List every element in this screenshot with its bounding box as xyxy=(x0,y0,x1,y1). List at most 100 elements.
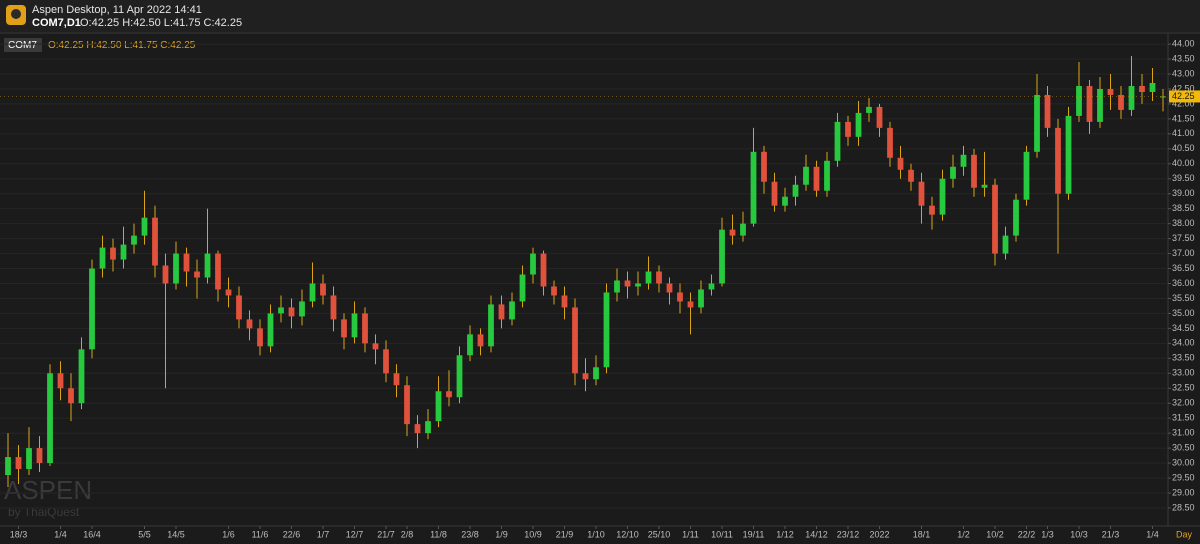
x-tick-label: 1/2 xyxy=(957,529,970,539)
candle-body xyxy=(761,151,767,182)
window-ohlc: O:42.25 H:42.50 L:41.75 C:42.25 xyxy=(80,17,242,29)
candle-body xyxy=(99,247,106,269)
candle-body xyxy=(803,166,809,185)
x-tick-label: 21/3 xyxy=(1102,529,1120,539)
candle-body xyxy=(488,304,494,347)
app-icon-mark xyxy=(11,9,21,19)
candle-body xyxy=(866,106,872,113)
x-tick-label: 18/1 xyxy=(913,529,931,539)
watermark-by: by ThaiQuest xyxy=(8,505,80,519)
candle-body xyxy=(477,334,484,347)
candle-body xyxy=(425,421,431,434)
candle-body xyxy=(141,217,148,236)
y-tick-label: 30.50 xyxy=(1172,442,1195,452)
candle-body xyxy=(1076,85,1082,116)
candle-body xyxy=(110,247,116,260)
candle-body xyxy=(26,448,32,470)
x-tick-label: 1/10 xyxy=(587,529,605,539)
y-tick-label: 36.50 xyxy=(1172,263,1195,273)
y-tick-label: 39.50 xyxy=(1172,173,1195,183)
y-tick-label: 43.00 xyxy=(1172,68,1195,78)
candle-body xyxy=(918,181,925,206)
candle-body xyxy=(1160,96,1166,98)
candle-body xyxy=(351,313,358,338)
y-tick-label: 44.00 xyxy=(1172,38,1195,48)
y-tick-label: 33.00 xyxy=(1172,368,1195,378)
candle-body xyxy=(908,169,914,182)
candle-body xyxy=(89,268,95,350)
candle-body xyxy=(309,283,316,302)
candle-body xyxy=(194,271,200,278)
candle-body xyxy=(897,157,904,170)
candle-body xyxy=(992,184,998,254)
ohlc-label: O:42.25 H:42.50 L:41.75 C:42.25 xyxy=(48,40,196,51)
candle-body xyxy=(729,229,736,236)
x-tick-label: 22/2 xyxy=(1018,529,1036,539)
candle-body xyxy=(572,307,578,374)
title-bar xyxy=(0,0,1200,32)
candle-body xyxy=(876,106,883,128)
x-tick-label: 22/6 xyxy=(283,529,301,539)
candle-body xyxy=(288,307,295,317)
x-tick-label: 1/12 xyxy=(776,529,794,539)
y-tick-label: 39.00 xyxy=(1172,188,1195,198)
candle-body xyxy=(1023,151,1030,200)
candle-body xyxy=(330,295,337,320)
candle-body xyxy=(120,244,127,260)
y-tick-label: 30.00 xyxy=(1172,457,1195,467)
candle-body xyxy=(593,367,599,380)
candle-body xyxy=(719,229,725,284)
x-tick-label: 1/11 xyxy=(682,529,699,539)
candle-body xyxy=(1086,85,1093,122)
y-tick-label: 38.50 xyxy=(1172,203,1195,213)
y-tick-label: 40.00 xyxy=(1172,158,1195,168)
candle-body xyxy=(236,295,242,320)
candle-body xyxy=(204,253,211,278)
candle-body xyxy=(771,181,778,206)
y-tick-label: 33.50 xyxy=(1172,353,1195,363)
x-tick-label: 14/5 xyxy=(167,529,185,539)
candle-body xyxy=(509,301,515,320)
candle-body xyxy=(950,166,956,179)
candle-body xyxy=(656,271,662,284)
x-tick-label: 14/12 xyxy=(805,529,828,539)
candle-body xyxy=(614,280,620,293)
candle-body xyxy=(960,154,967,167)
candle-body xyxy=(257,328,263,347)
candle-body xyxy=(1128,85,1135,110)
candle-body xyxy=(372,343,379,350)
candle-body xyxy=(845,121,851,137)
candle-body xyxy=(824,160,830,191)
y-tick-label: 43.50 xyxy=(1172,53,1195,63)
y-tick-label: 41.00 xyxy=(1172,128,1195,138)
candle-body xyxy=(698,289,704,308)
x-tick-label: 11/8 xyxy=(430,529,447,539)
y-tick-label: 42.00 xyxy=(1172,98,1195,108)
x-tick-label: 11/6 xyxy=(252,529,269,539)
candle-body xyxy=(5,457,11,476)
last-price-label: 42.25 xyxy=(1172,91,1195,101)
y-tick-label: 37.50 xyxy=(1172,233,1195,243)
candle-body xyxy=(57,373,64,389)
candle-body xyxy=(708,283,715,290)
x-tick-label: 10/2 xyxy=(986,529,1004,539)
candle-body xyxy=(540,253,547,287)
candle-body xyxy=(1065,115,1072,194)
y-tick-label: 34.50 xyxy=(1172,323,1195,333)
candle-body xyxy=(1097,88,1103,122)
x-tick-label: 1/9 xyxy=(495,529,508,539)
x-tick-label: 1/6 xyxy=(222,529,235,539)
candle-body xyxy=(582,373,589,380)
x-tick-label: 10/9 xyxy=(524,529,542,539)
candle-body xyxy=(173,253,179,284)
y-tick-label: 36.00 xyxy=(1172,278,1195,288)
x-tick-label: 21/7 xyxy=(377,529,395,539)
x-tick-label: 1/7 xyxy=(317,529,330,539)
y-tick-label: 35.50 xyxy=(1172,293,1195,303)
candle-body xyxy=(225,289,232,296)
candle-body xyxy=(320,283,326,296)
x-tick-label: 21/9 xyxy=(556,529,574,539)
x-unit: Day xyxy=(1176,529,1193,539)
candle-body xyxy=(677,292,683,302)
